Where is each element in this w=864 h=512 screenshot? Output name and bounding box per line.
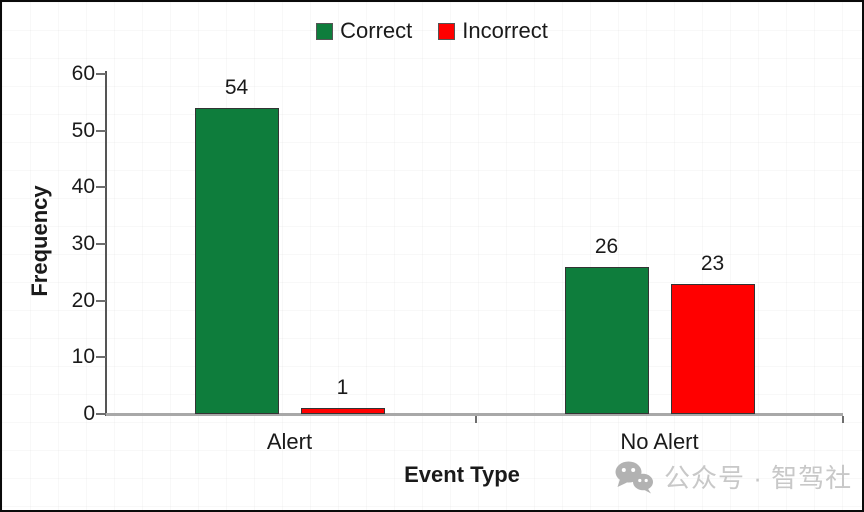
y-tick-mark <box>96 299 106 302</box>
bar-no-alert-incorrect <box>670 283 755 414</box>
x-category-label: No Alert <box>620 429 699 454</box>
y-tick-mark <box>96 129 106 132</box>
legend-item-incorrect: Incorrect <box>438 18 548 44</box>
x-tick-mark <box>842 416 844 423</box>
legend-item-correct: Correct <box>316 18 412 44</box>
bar-no-alert-correct <box>564 266 649 414</box>
legend-label-incorrect: Incorrect <box>462 18 548 43</box>
y-tick-label: 0 <box>83 402 95 425</box>
wechat-icon <box>615 461 653 493</box>
legend-swatch-incorrect <box>438 22 456 40</box>
y-tick-mark <box>96 356 106 359</box>
x-tick-mark <box>474 416 477 423</box>
watermark-text: 公众号 · 智驾社 <box>664 463 853 493</box>
y-tick-label: 50 <box>71 118 95 142</box>
watermark: 公众号 · 智驾社 <box>614 458 852 495</box>
y-tick-label: 40 <box>71 175 95 199</box>
bar-value-label: 1 <box>336 376 349 400</box>
bar-alert-correct <box>194 108 279 414</box>
legend-label-correct: Correct <box>340 18 413 43</box>
y-tick-mark <box>96 413 106 415</box>
bar-value-label: 23 <box>700 251 725 275</box>
y-axis-line <box>105 71 107 416</box>
y-tick-label: 30 <box>71 232 95 255</box>
x-axis-line <box>106 413 843 416</box>
bar-alert-incorrect <box>300 408 385 414</box>
legend-swatch-correct <box>316 22 334 40</box>
bar-value-label: 26 <box>594 234 619 258</box>
y-tick-mark <box>96 186 106 189</box>
y-tick-mark <box>96 73 106 75</box>
bar-value-label: 54 <box>224 76 249 99</box>
x-category-label: Alert <box>266 429 313 454</box>
legend: Correct Incorrect <box>2 18 862 44</box>
y-tick-label: 20 <box>71 288 95 312</box>
y-tick-label: 60 <box>71 62 95 85</box>
x-axis-title: Event Type <box>404 462 520 487</box>
y-tick-mark <box>96 243 106 245</box>
y-tick-label: 10 <box>71 345 95 369</box>
